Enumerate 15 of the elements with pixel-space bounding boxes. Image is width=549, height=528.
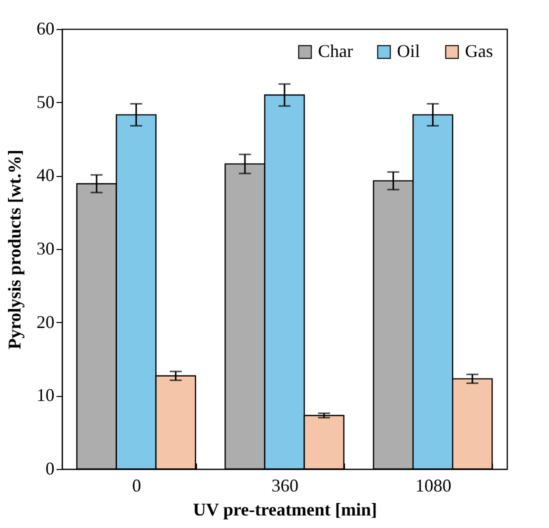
x-tick-label: 360 <box>272 476 298 496</box>
legend-label: Gas <box>465 41 493 61</box>
y-axis-title: Pyrolysis products [wt.%] <box>4 150 24 350</box>
y-tick-label: 10 <box>36 385 54 406</box>
x-tick-label: 0 <box>132 476 142 496</box>
legend-label: Char <box>318 41 353 61</box>
x-tick-label: 1080 <box>415 476 452 496</box>
y-tick-label: 0 <box>46 458 54 478</box>
y-tick-label: 40 <box>36 165 54 186</box>
x-axis-title: UV pre-treatment [min] <box>193 500 377 520</box>
y-tick-label: 30 <box>36 238 54 258</box>
y-tick-label: 20 <box>36 312 54 332</box>
y-tick-label: 50 <box>36 92 54 112</box>
y-tick-label: 60 <box>36 18 54 38</box>
legend-label: Oil <box>397 41 420 61</box>
